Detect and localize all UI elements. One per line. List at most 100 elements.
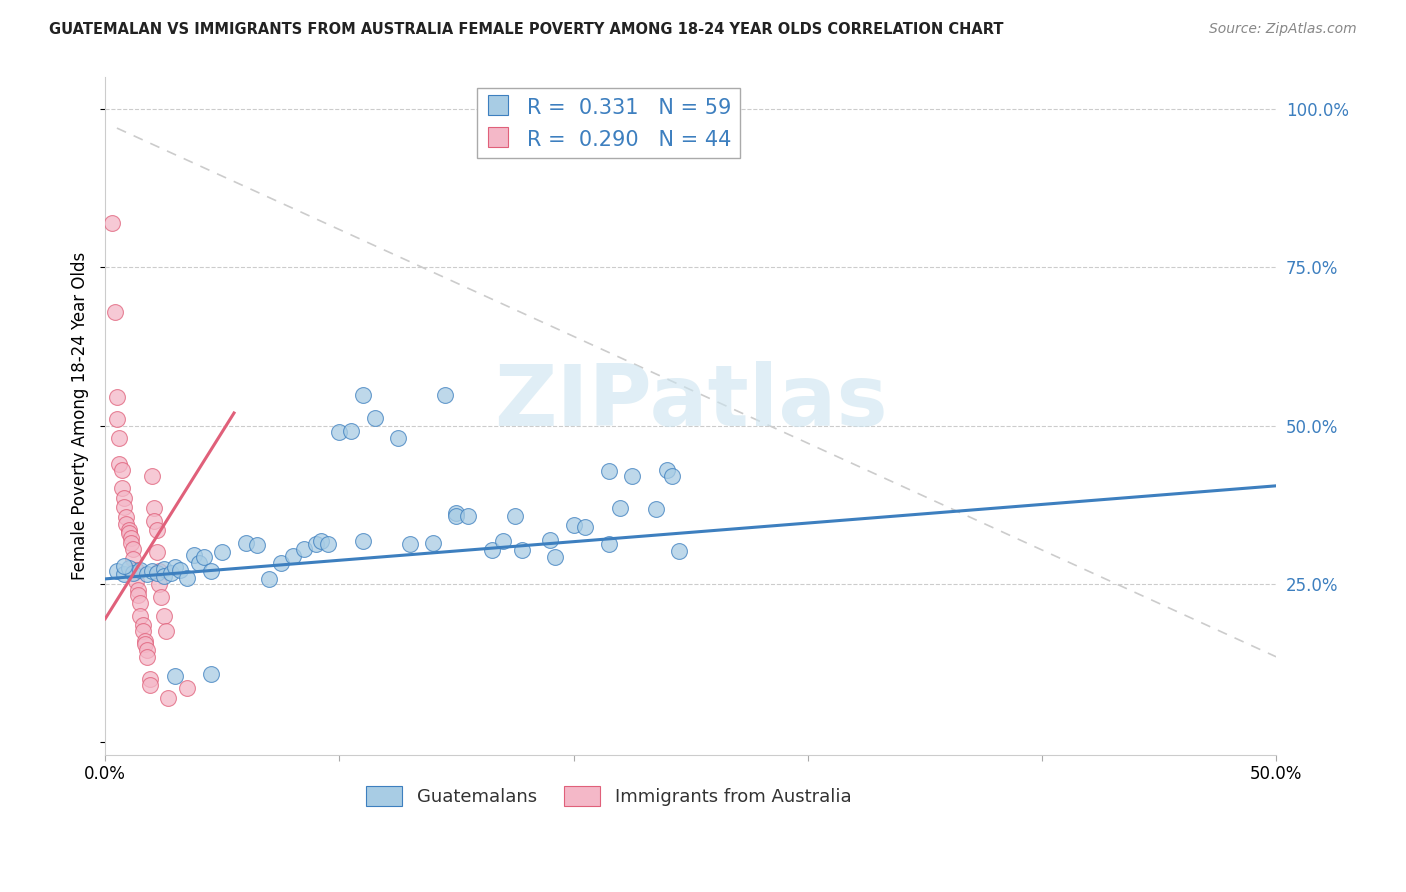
Point: [145, 545, 167, 559]
Point: [101, 216, 124, 230]
Point: [124, 563, 146, 577]
Point: [122, 551, 145, 566]
Point: [200, 564, 222, 578]
Point: [544, 549, 567, 564]
Point: [131, 618, 153, 632]
Point: [141, 469, 163, 483]
Point: [112, 500, 135, 514]
Point: [117, 526, 139, 541]
Point: [165, 669, 187, 683]
Point: [169, 563, 191, 577]
Point: [281, 549, 304, 563]
Point: [503, 508, 526, 523]
Point: [150, 590, 173, 604]
Point: [112, 491, 135, 506]
Point: [305, 537, 328, 551]
Point: [598, 464, 620, 478]
Point: [141, 564, 163, 578]
Point: [621, 469, 644, 483]
Point: [211, 545, 233, 559]
Point: [538, 533, 561, 547]
Y-axis label: Female Poverty Among 18-24 Year Olds: Female Poverty Among 18-24 Year Olds: [72, 252, 89, 581]
Point: [510, 543, 533, 558]
Point: [176, 681, 198, 696]
Point: [481, 542, 503, 557]
Point: [598, 537, 620, 551]
Point: [105, 390, 128, 404]
Point: [457, 508, 479, 523]
Point: [235, 536, 257, 550]
Point: [152, 569, 174, 583]
Point: [124, 574, 146, 588]
Point: [129, 608, 152, 623]
Text: Source: ZipAtlas.com: Source: ZipAtlas.com: [1209, 22, 1357, 37]
Point: [138, 672, 160, 686]
Point: [446, 508, 468, 523]
Point: [257, 572, 280, 586]
Point: [129, 596, 152, 610]
Point: [134, 634, 156, 648]
Point: [387, 431, 409, 445]
Point: [609, 500, 631, 515]
Point: [145, 566, 167, 580]
Point: [246, 538, 269, 552]
Point: [117, 523, 139, 537]
Point: [105, 564, 128, 578]
Point: [136, 649, 159, 664]
Point: [134, 637, 156, 651]
Point: [115, 516, 138, 531]
Legend: Guatemalans, Immigrants from Australia: Guatemalans, Immigrants from Australia: [359, 779, 859, 814]
Text: ZIPatlas: ZIPatlas: [494, 361, 887, 444]
Point: [363, 411, 385, 425]
Text: GUATEMALAN VS IMMIGRANTS FROM AUSTRALIA FEMALE POVERTY AMONG 18-24 YEAR OLDS COR: GUATEMALAN VS IMMIGRANTS FROM AUSTRALIA …: [49, 22, 1004, 37]
Point: [145, 523, 167, 537]
Point: [200, 666, 222, 681]
Point: [110, 463, 132, 477]
Point: [183, 548, 205, 562]
Point: [152, 608, 174, 623]
Point: [108, 457, 131, 471]
Point: [127, 588, 149, 602]
Point: [108, 431, 131, 445]
Point: [352, 533, 374, 548]
Point: [152, 562, 174, 576]
Point: [176, 571, 198, 585]
Point: [120, 532, 142, 546]
Point: [309, 533, 332, 548]
Point: [122, 542, 145, 557]
Point: [136, 567, 159, 582]
Point: [103, 304, 125, 318]
Point: [159, 566, 181, 580]
Point: [157, 690, 180, 705]
Point: [110, 481, 132, 495]
Point: [446, 506, 468, 520]
Point: [352, 388, 374, 402]
Point: [155, 624, 177, 639]
Point: [492, 533, 515, 548]
Point: [143, 500, 166, 515]
Point: [562, 518, 585, 533]
Point: [112, 567, 135, 582]
Point: [148, 564, 170, 578]
Point: [112, 559, 135, 574]
Point: [657, 463, 679, 477]
Point: [187, 556, 209, 570]
Point: [165, 560, 187, 574]
Point: [148, 577, 170, 591]
Point: [122, 566, 145, 580]
Point: [129, 563, 152, 577]
Point: [127, 583, 149, 598]
Point: [143, 514, 166, 528]
Point: [115, 510, 138, 524]
Point: [398, 537, 420, 551]
Point: [328, 425, 350, 439]
Point: [270, 556, 292, 570]
Point: [120, 536, 142, 550]
Point: [340, 424, 363, 438]
Point: [117, 561, 139, 575]
Point: [105, 412, 128, 426]
Point: [668, 544, 690, 558]
Point: [138, 678, 160, 692]
Point: [292, 542, 315, 557]
Point: [644, 502, 666, 516]
